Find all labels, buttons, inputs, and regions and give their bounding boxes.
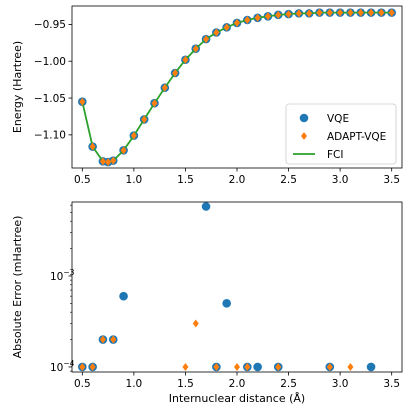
energy-x-tick-label: 2.0 [229,174,246,186]
legend-fci-label: FCI [327,149,343,161]
adapt-energy-point [244,15,251,24]
error-x-tick-label: 2.0 [229,378,246,390]
legend-adapt-label: ADAPT-VQE [327,131,386,143]
error-x-tick-label: 0.5 [74,378,91,390]
adapt-energy-point [110,156,117,165]
vqe-error-point [201,202,211,211]
adapt-error-point [234,362,240,371]
adapt-energy-point [275,10,282,19]
energy-x-tick-label: 1.5 [177,174,194,186]
adapt-energy-point [172,69,179,78]
adapt-energy-point [213,28,220,37]
error-x-tick-label: 1.5 [177,378,194,390]
legend: VQE ADAPT-VQE FCI [285,103,397,165]
energy-x-tick-label: 2.5 [280,174,297,186]
adapt-energy-point [306,9,313,18]
energy-y-tick-label: −1.00 [34,56,66,68]
energy-y-tick-label: −1.10 [34,130,66,142]
adapt-error-point [275,362,282,371]
adapt-energy-point [223,23,230,32]
adapt-energy-point [130,131,137,140]
legend-adapt-marker [301,132,307,140]
adapt-energy-point [388,8,395,17]
adapt-energy-point [285,10,292,19]
adapt-error-point [192,319,199,328]
energy-x-tick-label: 3.0 [332,174,349,186]
error-plot-panel: 0.5 1.0 1.5 2.0 2.5 3.0 3.5 10−3 10−4 Absolute E… [11,201,403,405]
adapt-error-point [347,362,354,371]
vqe-error-point [222,299,231,308]
adapt-error-point [213,362,220,371]
adapt-energy-point [99,157,106,166]
adapt-energy-point [295,9,302,18]
legend-vqe-label: VQE [327,113,349,125]
adapt-energy-point [326,8,333,17]
adapt-energy-point [105,158,112,167]
adapt-error-point [89,362,96,371]
legend-frame [285,103,397,165]
vqe-error-point [253,362,262,372]
energy-y-tick-label: −0.95 [34,19,66,31]
adapt-energy-point [368,8,375,17]
adapt-error-point [182,362,189,371]
vqe-error-point [366,362,376,372]
adapt-energy-point [141,115,148,124]
adapt-energy-point [120,146,127,155]
adapt-energy-point [316,8,323,17]
error-y-tick-label: 10−3 [50,268,75,283]
adapt-error-point [79,362,86,371]
adapt-energy-point [254,13,261,22]
energy-x-tick-label: 1.0 [126,174,143,186]
error-y-axis-label: Absolute Error (mHartree) [11,216,24,359]
adapt-energy-point [192,44,199,53]
vqe-error-point [119,291,128,301]
adapt-error-point [110,335,117,344]
legend-vqe-marker [299,113,309,123]
energy-plot-panel: 0.5 1.0 1.5 2.0 2.5 3.0 3.5 −0.95 −1.00 −1.05 −1.1… [11,5,403,186]
adapt-error-point [244,362,251,371]
adapt-energy-point [89,142,96,151]
adapt-energy-point [347,8,354,17]
error-x-axis-label: Internuclear distance (Å) [169,392,305,405]
adapt-energy-point [264,12,271,21]
adapt-energy-point [151,99,158,108]
adapt-energy-point [161,83,168,92]
adapt-error-point [99,335,106,344]
adapt-energy-point [79,97,86,106]
error-x-tick-label: 3.0 [332,378,349,390]
adapt-energy-point [357,8,364,17]
energy-y-tick-label: −1.05 [34,93,66,105]
adapt-energy-point [337,8,344,17]
error-x-tick-label: 1.0 [126,378,143,390]
energy-plot-frame [71,5,403,169]
adapt-energy-point [378,8,385,17]
error-x-tick-label: 2.5 [280,378,297,390]
adapt-error-point [326,362,333,371]
energy-y-axis-label: Energy (Hartree) [11,41,24,133]
error-x-tick-label: 3.5 [383,378,400,390]
adapt-energy-point [203,35,210,44]
adapt-energy-point [234,18,240,27]
energy-x-tick-label: 0.5 [74,174,91,186]
error-y-tick-label: 10−4 [50,359,75,374]
adapt-energy-point [182,55,189,64]
energy-x-tick-label: 3.5 [383,174,400,186]
error-plot-frame [71,201,403,373]
